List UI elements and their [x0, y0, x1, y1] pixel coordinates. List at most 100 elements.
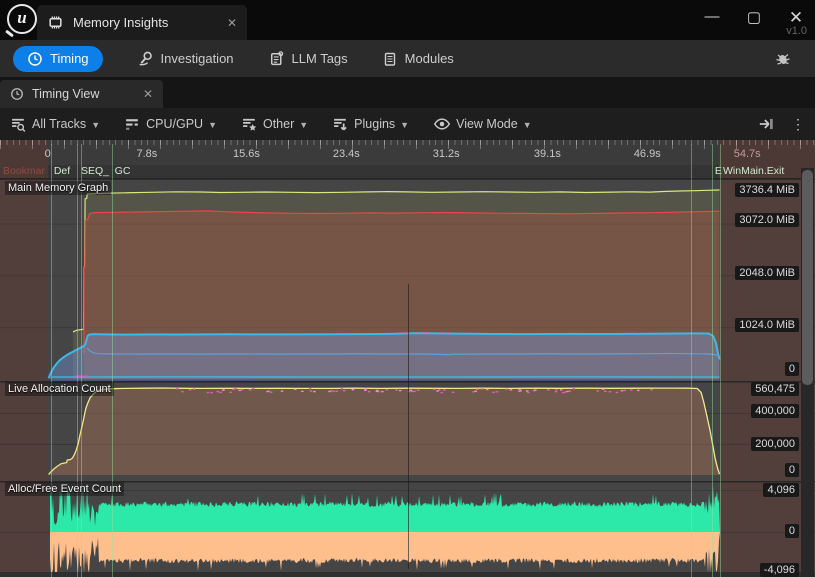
dropdown-label: View Mode: [456, 117, 518, 131]
bookmarks-out-of-session-left: [0, 165, 48, 178]
bookmark-label[interactable]: GC: [114, 165, 131, 177]
series-physical: [47, 332, 721, 379]
bookmarks-clipped-label: Bookmar: [3, 165, 46, 177]
track-lanes-icon: [126, 118, 138, 130]
filter-star-icon: [243, 118, 257, 131]
clock-icon: [28, 51, 42, 66]
series-live-allocs: [48, 387, 721, 475]
axis-value-badge: 0: [784, 524, 799, 538]
main-toolbar: Timing Investigation LLM Tags Modules: [0, 40, 815, 77]
dropdown-plugins[interactable]: Plugins ▼: [332, 116, 409, 133]
dropdown-label: All Tracks: [32, 117, 87, 131]
axis-value-badge: -4,096: [759, 563, 799, 577]
graph-tracks-area[interactable]: Main Memory Graph Live Allocation Count Al…: [0, 179, 815, 577]
timing-filter-bar: All Tracks ▼ CPU/GPU ▼ Other ▼ Plugins ▼: [0, 108, 815, 140]
clock-icon: [11, 88, 23, 100]
filter-search-icon: [12, 118, 26, 132]
tab-timing-view-label: Timing View: [32, 87, 100, 101]
ruler-tick-label: 23.4s: [332, 148, 360, 160]
tab-timing[interactable]: Timing: [13, 45, 103, 72]
bookmark-label[interactable]: SEQ_: [80, 165, 109, 177]
eye-icon: [433, 118, 451, 130]
window-tab-memory-insights[interactable]: Memory Insights ✕: [37, 5, 247, 40]
investigation-icon: [138, 51, 152, 66]
window-tab-title: Memory Insights: [73, 15, 169, 30]
ruler-tick-label: 0: [44, 148, 51, 160]
maximize-button[interactable]: ▢: [746, 9, 762, 26]
axis-value-badge: 0: [784, 463, 799, 477]
timeline-area[interactable]: 0 7.8s 15.6s 23.4s 31.2s 39.1s 46.9s 54.7s Book…: [0, 140, 815, 577]
dropdown-cpu-gpu[interactable]: CPU/GPU ▼: [124, 116, 217, 133]
tab-llm-tags-label: LLM Tags: [291, 51, 348, 66]
tab-investigation[interactable]: Investigation: [137, 50, 234, 67]
axis-value-badge: 1024.0 MiB: [735, 318, 799, 332]
time-cursor-line: [407, 284, 409, 569]
axis-value-badge: 2048.0 MiB: [735, 266, 799, 280]
chevron-down-icon: ▼: [91, 119, 101, 130]
track-title-live-allocation: Live Allocation Count: [5, 381, 114, 396]
modules-icon: [384, 52, 395, 66]
series-untracked: [86, 347, 720, 357]
unreal-insights-logo-icon: u: [5, 4, 37, 38]
chevron-down-icon: ▼: [208, 119, 217, 130]
dropdown-view-mode[interactable]: View Mode ▼: [433, 115, 532, 133]
bookmarks-row: Bookmar Def SEQ_ GC E WinMain.Exit: [0, 165, 815, 179]
filter-plugin-icon: [334, 118, 347, 130]
more-options-icon[interactable]: ⋮: [791, 115, 805, 132]
bookmark-label[interactable]: E: [714, 165, 722, 177]
ruler-tick-label: 39.1s: [533, 148, 561, 160]
tracks-graph-canvas[interactable]: [0, 179, 815, 577]
scrollbar-thumb[interactable]: [802, 170, 813, 385]
band-free-events: [50, 532, 720, 574]
tab-investigation-label: Investigation: [160, 51, 234, 66]
track-title-alloc-free: Alloc/Free Event Count: [5, 481, 125, 496]
chevron-down-icon: ▼: [400, 119, 410, 130]
ruler-major-ticks: [0, 140, 815, 149]
memory-chip-icon: [49, 16, 62, 29]
document-tab-bar: Timing View ✕: [0, 77, 815, 108]
ruler-tick-label: 31.2s: [432, 148, 460, 160]
ruler-tick-label: 46.9s: [633, 148, 661, 160]
bookmarks-out-of-session-right: [719, 165, 815, 178]
ruler-tick-label: 7.8s: [136, 148, 158, 160]
axis-value-badge: 200,000: [751, 437, 799, 451]
minimize-button[interactable]: —: [704, 8, 720, 25]
ruler-out-of-session-left: [0, 140, 48, 165]
ruler-minor-ticks: [0, 140, 815, 145]
axis-value-badge: 3072.0 MiB: [735, 213, 799, 227]
dropdown-label: CPU/GPU: [146, 117, 204, 131]
vertical-scrollbar[interactable]: [801, 168, 814, 577]
dropdown-label: Plugins: [354, 117, 396, 131]
close-button[interactable]: ✕: [788, 8, 804, 27]
title-bar: u Memory Insights ✕ — ▢ ✕ v1.0: [0, 0, 815, 40]
dropdown-label: Other: [262, 117, 295, 131]
dropdown-other[interactable]: Other ▼: [241, 116, 308, 133]
bookmark-label[interactable]: WinMain.Exit: [722, 165, 785, 177]
chevron-down-icon: ▼: [522, 119, 532, 130]
tags-icon: [270, 51, 283, 66]
tab-close-icon[interactable]: ✕: [142, 87, 153, 101]
series-tracked: [83, 210, 720, 354]
axis-value-badge: 560,475: [751, 382, 799, 396]
series-total: [72, 189, 720, 333]
tab-timing-view[interactable]: Timing View ✕: [0, 80, 163, 108]
tab-llm-tags[interactable]: LLM Tags: [268, 50, 348, 67]
debug-bug-icon[interactable]: [773, 49, 793, 69]
ruler-out-of-session-right: [719, 140, 815, 165]
axis-value-badge: 3736.4 MiB: [735, 183, 799, 197]
bookmark-label[interactable]: Def: [53, 165, 71, 177]
track-title-main-memory: Main Memory Graph: [5, 181, 112, 195]
ruler-tick-label: 54.7s: [733, 148, 761, 160]
axis-value-badge: 400,000: [751, 404, 799, 418]
dropdown-all-tracks[interactable]: All Tracks ▼: [10, 116, 100, 133]
band-alloc-events: [50, 485, 720, 532]
tab-modules-label: Modules: [404, 51, 454, 66]
tab-timing-label: Timing: [50, 51, 89, 66]
version-label: v1.0: [786, 25, 807, 37]
chevron-down-icon: ▼: [299, 119, 309, 130]
tab-close-icon[interactable]: ✕: [226, 15, 237, 30]
ruler-tick-label: 15.6s: [232, 148, 260, 160]
tab-modules[interactable]: Modules: [382, 51, 454, 67]
jump-to-end-icon[interactable]: [757, 115, 775, 133]
time-ruler[interactable]: 0 7.8s 15.6s 23.4s 31.2s 39.1s 46.9s 54.7s: [0, 140, 815, 165]
